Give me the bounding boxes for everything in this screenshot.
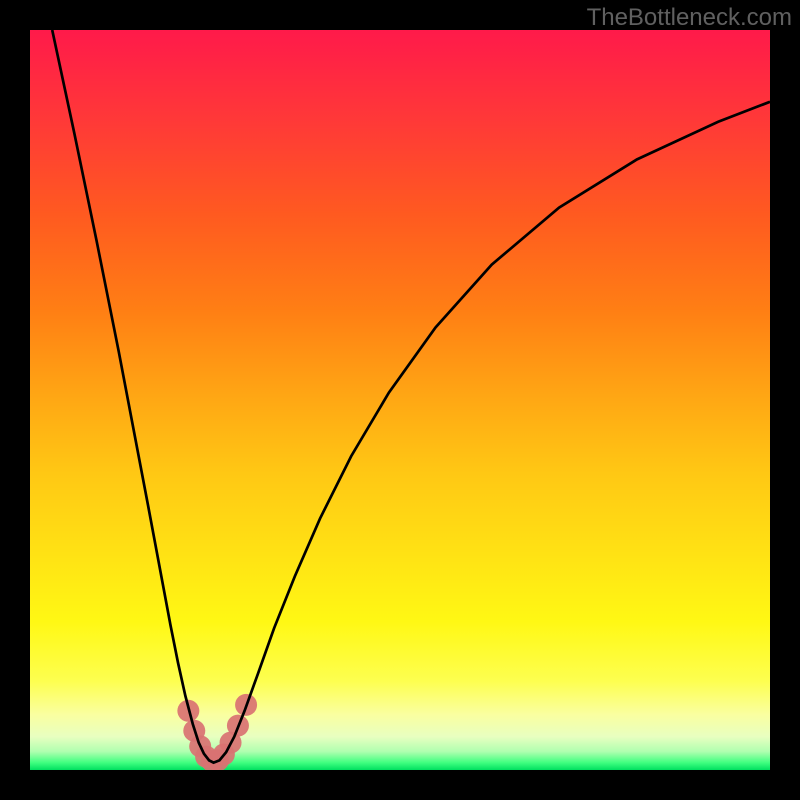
chart-svg <box>30 30 770 770</box>
plot-area <box>30 30 770 770</box>
watermark-text: TheBottleneck.com <box>587 4 792 32</box>
chart-root: { "canvas": { "width": 800, "height": 80… <box>0 0 800 800</box>
bottleneck-curve-path <box>52 30 770 763</box>
marker-overlay-group <box>177 694 257 770</box>
